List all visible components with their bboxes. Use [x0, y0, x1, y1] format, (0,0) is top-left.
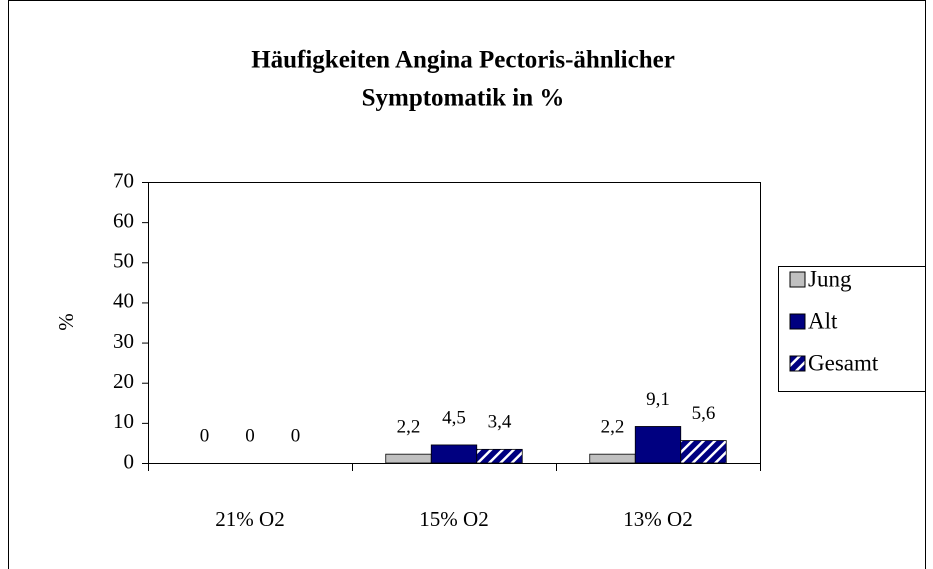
chart-title: Symptomatik in %: [362, 85, 565, 112]
bar: [476, 448, 523, 464]
data-label: 5,6: [692, 403, 716, 424]
y-tick-label: 70: [113, 168, 134, 192]
data-label: 2,2: [601, 417, 625, 438]
legend-label: Alt: [808, 308, 838, 333]
plot-area: [148, 182, 761, 464]
y-tick-label: 20: [113, 369, 134, 393]
x-tick-label: 15% O2: [419, 507, 488, 531]
x-tick-label: 13% O2: [623, 507, 692, 531]
chart-title: Häufigkeiten Angina Pectoris-ähnlicher: [251, 47, 675, 74]
bar: [634, 426, 682, 464]
y-tick-label: 40: [113, 289, 134, 313]
data-label: 3,4: [488, 412, 512, 433]
legend-swatch: [789, 271, 806, 288]
legend-label: Gesamt: [808, 350, 879, 375]
data-label: 0: [200, 425, 210, 446]
bar: [430, 444, 478, 464]
y-tick-label: 0: [124, 449, 135, 473]
legend-swatch: [789, 313, 806, 330]
bar: [680, 440, 727, 464]
y-tick-label: 10: [113, 409, 134, 433]
bar: [385, 453, 432, 464]
legend-label: Jung: [808, 266, 852, 291]
y-tick-label: 60: [113, 208, 134, 232]
y-tick-label: 30: [113, 329, 134, 353]
y-axis-label: %: [54, 313, 78, 331]
data-label: 0: [245, 425, 255, 446]
data-label: 0: [291, 425, 301, 446]
data-label: 2,2: [397, 417, 421, 438]
bar: [589, 453, 636, 464]
y-tick-label: 50: [113, 249, 134, 273]
data-label: 4,5: [442, 407, 466, 428]
data-label: 9,1: [646, 389, 670, 410]
legend-swatch: [789, 355, 806, 372]
x-tick-label: 21% O2: [215, 507, 284, 531]
